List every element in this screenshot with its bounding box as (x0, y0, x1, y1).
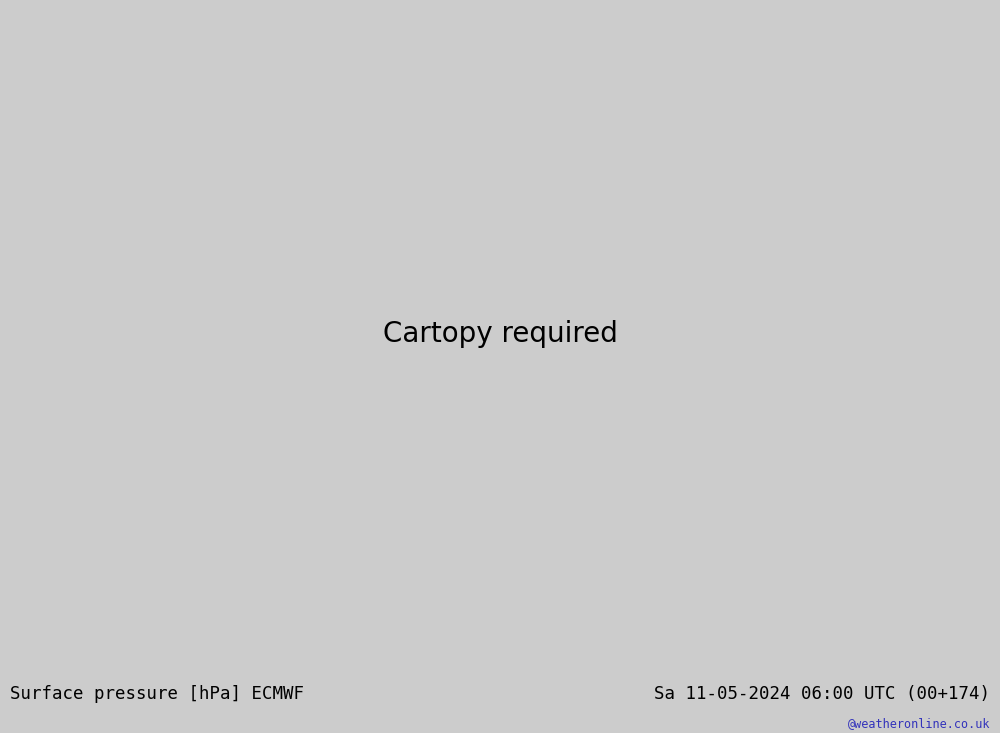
Text: Sa 11-05-2024 06:00 UTC (00+174): Sa 11-05-2024 06:00 UTC (00+174) (654, 685, 990, 703)
Text: Surface pressure [hPa] ECMWF: Surface pressure [hPa] ECMWF (10, 685, 304, 703)
Text: @weatheronline.co.uk: @weatheronline.co.uk (848, 717, 990, 730)
Text: Cartopy required: Cartopy required (383, 320, 617, 348)
